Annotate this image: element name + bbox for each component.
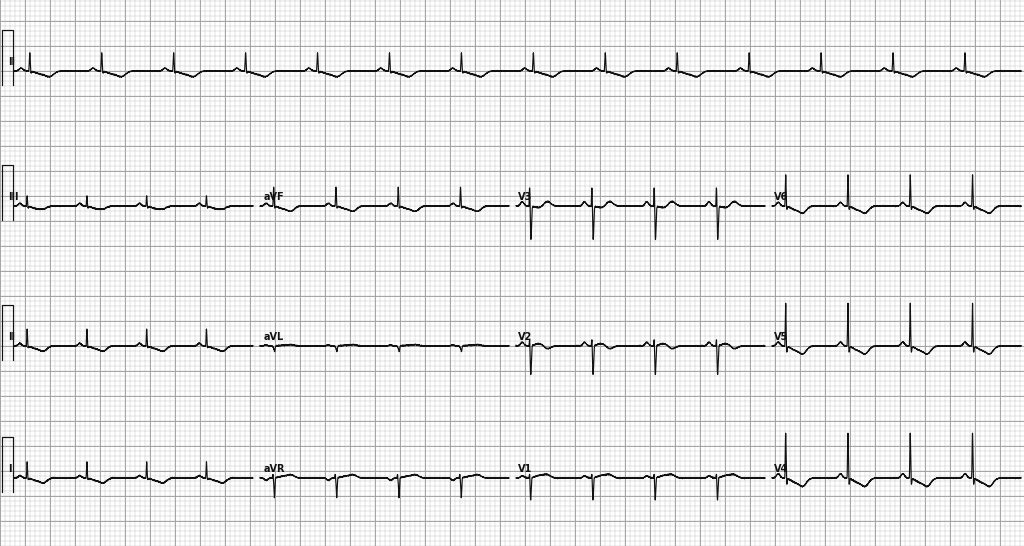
Text: V5: V5 [774,332,788,342]
Text: III: III [8,192,18,202]
Text: V4: V4 [774,464,788,474]
Text: II: II [8,57,15,67]
Text: V2: V2 [518,332,532,342]
Text: V6: V6 [774,192,788,202]
Text: aVF: aVF [264,192,285,202]
Text: II: II [8,332,15,342]
Text: aVL: aVL [264,332,285,342]
Text: V1: V1 [518,464,532,474]
Text: aVR: aVR [264,464,286,474]
Text: I: I [8,464,11,474]
Text: V3: V3 [518,192,532,202]
